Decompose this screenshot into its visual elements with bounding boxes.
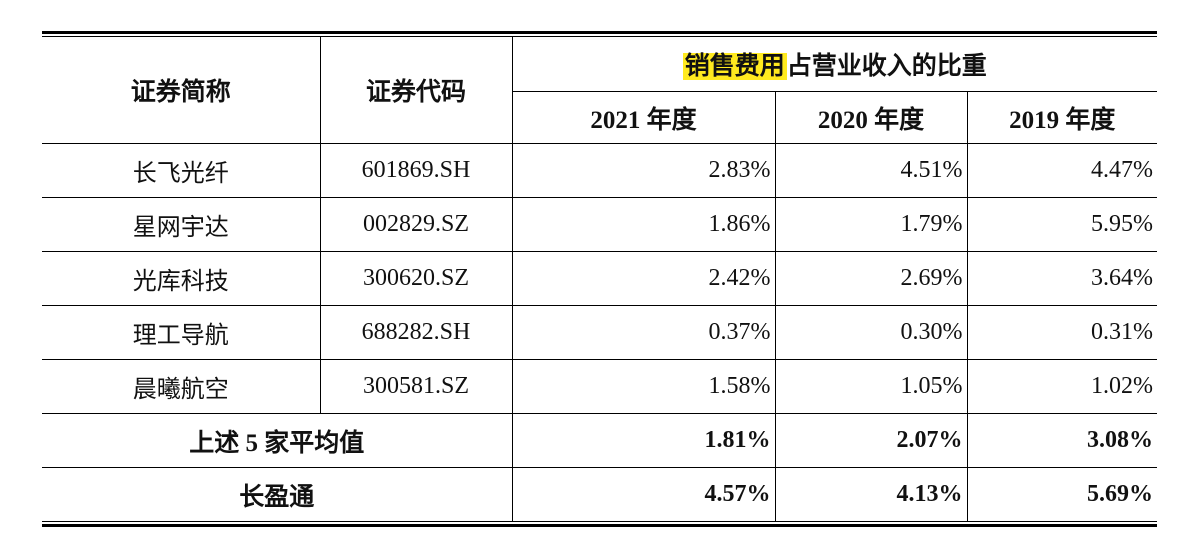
security-name: 长飞光纤: [42, 143, 321, 198]
value-2020: 0.30%: [774, 305, 968, 360]
table-row: 光库科技 300620.SZ 2.42% 2.69% 3.64%: [42, 251, 1158, 306]
security-name: 理工导航: [42, 305, 321, 360]
company-2020: 4.13%: [774, 467, 968, 522]
header-year-2021: 2021 年度: [512, 91, 776, 144]
value-2021: 1.58%: [511, 359, 776, 414]
value-2020: 1.05%: [774, 359, 968, 414]
company-2019: 5.69%: [966, 467, 1158, 522]
bottom-rule: [42, 524, 1157, 527]
security-code: 601869.SH: [319, 143, 513, 198]
table-wrapper: 证券简称 证券代码 销售费用占营业收入的比重 2021 年度 2020 年度 2…: [42, 31, 1158, 527]
company-2021: 4.57%: [511, 467, 776, 522]
value-2019: 0.31%: [966, 305, 1158, 360]
value-2019: 4.47%: [966, 143, 1158, 198]
average-row: 上述 5 家平均值 1.81% 2.07% 3.08%: [42, 413, 1158, 468]
value-2021: 0.37%: [511, 305, 776, 360]
security-name: 星网宇达: [42, 197, 321, 252]
value-2020: 2.69%: [774, 251, 968, 306]
header-year-2020: 2020 年度: [774, 91, 968, 144]
value-2021: 1.86%: [511, 197, 776, 252]
company-label: 长盈通: [42, 467, 513, 522]
value-2020: 4.51%: [774, 143, 968, 198]
value-2019: 5.95%: [966, 197, 1158, 252]
average-2019: 3.08%: [966, 413, 1158, 468]
security-code: 688282.SH: [319, 305, 513, 360]
value-2021: 2.42%: [511, 251, 776, 306]
table-row: 星网宇达 002829.SZ 1.86% 1.79% 5.95%: [42, 197, 1158, 252]
header-group-highlight: 销售费用: [682, 53, 787, 80]
security-name: 晨曦航空: [42, 359, 321, 414]
header-security-name: 证券简称: [42, 36, 321, 144]
average-label: 上述 5 家平均值: [42, 413, 513, 468]
table-row: 晨曦航空 300581.SZ 1.58% 1.05% 1.02%: [42, 359, 1158, 414]
header-group-rest: 占营业收入的比重: [786, 53, 987, 80]
security-code: 300620.SZ: [319, 251, 513, 306]
table-row: 理工导航 688282.SH 0.37% 0.30% 0.31%: [42, 305, 1158, 360]
value-2020: 1.79%: [774, 197, 968, 252]
value-2019: 1.02%: [966, 359, 1158, 414]
security-name: 光库科技: [42, 251, 321, 306]
company-row: 长盈通 4.57% 4.13% 5.69%: [42, 467, 1158, 522]
header-year-2019: 2019 年度: [966, 91, 1158, 144]
header-security-code: 证券代码: [319, 36, 513, 144]
average-2021: 1.81%: [511, 413, 776, 468]
value-2019: 3.64%: [966, 251, 1158, 306]
value-2021: 2.83%: [511, 143, 776, 198]
top-rule: [42, 31, 1157, 34]
security-code: 002829.SZ: [319, 197, 513, 252]
table-row: 长飞光纤 601869.SH 2.83% 4.51% 4.47%: [42, 143, 1158, 198]
sales-expense-ratio-table: 证券简称 证券代码 销售费用占营业收入的比重 2021 年度 2020 年度 2…: [42, 36, 1158, 522]
security-code: 300581.SZ: [319, 359, 513, 414]
average-2020: 2.07%: [774, 413, 968, 468]
header-group: 销售费用占营业收入的比重: [511, 36, 1158, 92]
